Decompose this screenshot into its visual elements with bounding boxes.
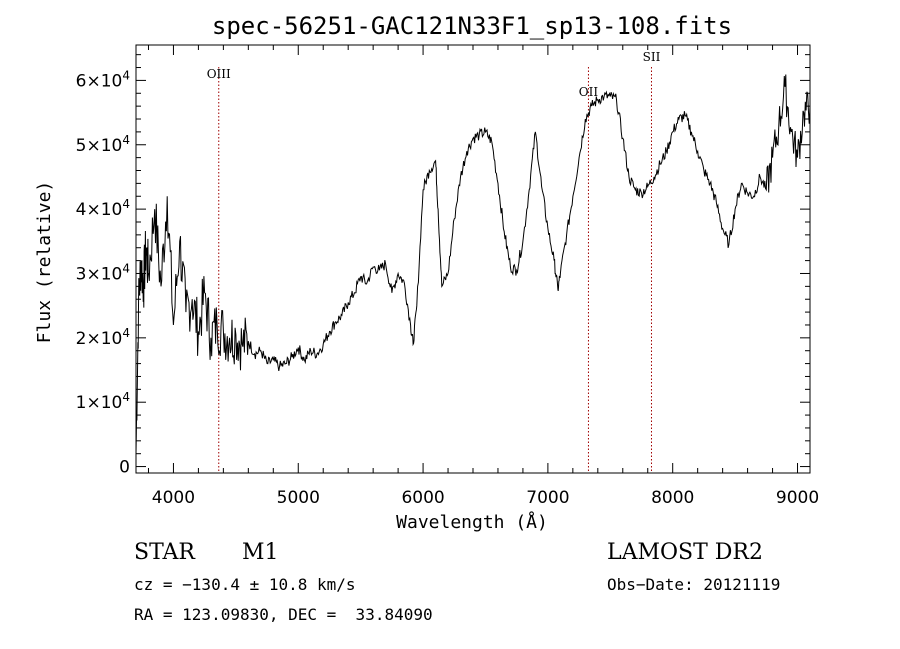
emission-line-label: SII <box>643 50 661 64</box>
coordinates: RA = 123.09830, DEC = 33.84090 <box>134 605 433 624</box>
y-axis: 0 1×104 2×104 3×104 4×104 5×104 6×104 <box>76 54 810 478</box>
object-class: STAR <box>134 540 195 565</box>
observation-date: Obs−Date: 20121119 <box>607 575 781 594</box>
x-axis-label: Wavelength (Å) <box>396 511 548 533</box>
x-axis: 4000 5000 6000 7000 8000 9000 <box>147 45 819 508</box>
x-tick-label: 4000 <box>152 488 195 508</box>
y-tick-label: 5×104 <box>76 133 130 156</box>
survey-name: LAMOST DR2 <box>607 540 763 565</box>
object-subclass: M1 <box>242 540 279 565</box>
spectrum-chart: spec-56251-GAC121N33F1_sp13-108.fits 400… <box>34 12 819 533</box>
y-tick-label: 0 <box>119 458 130 478</box>
spectrum-series <box>135 74 811 454</box>
y-tick-label: 3×104 <box>76 261 130 284</box>
plot-frame <box>135 44 811 474</box>
spectrum-line <box>135 74 811 454</box>
redshift-velocity: cz = −130.4 ± 10.8 km/s <box>134 575 356 594</box>
y-tick-label: 2×104 <box>76 326 130 349</box>
emission-line-label: OIII <box>207 67 231 81</box>
plot-border <box>135 44 811 474</box>
chart-title: spec-56251-GAC121N33F1_sp13-108.fits <box>212 12 732 40</box>
y-axis-label: Flux (relative) <box>34 181 55 344</box>
x-tick-label: 8000 <box>651 488 694 508</box>
x-tick-label: 7000 <box>526 488 569 508</box>
y-tick-label: 6×104 <box>76 68 130 91</box>
x-tick-label: 5000 <box>277 488 320 508</box>
emission-line-label: OII <box>579 85 599 99</box>
y-tick-label: 1×104 <box>76 390 130 413</box>
emission-lines: OIII OII SII <box>207 50 661 473</box>
x-tick-label: 9000 <box>776 488 819 508</box>
x-tick-label: 6000 <box>401 488 444 508</box>
y-tick-label: 4×104 <box>76 197 130 220</box>
